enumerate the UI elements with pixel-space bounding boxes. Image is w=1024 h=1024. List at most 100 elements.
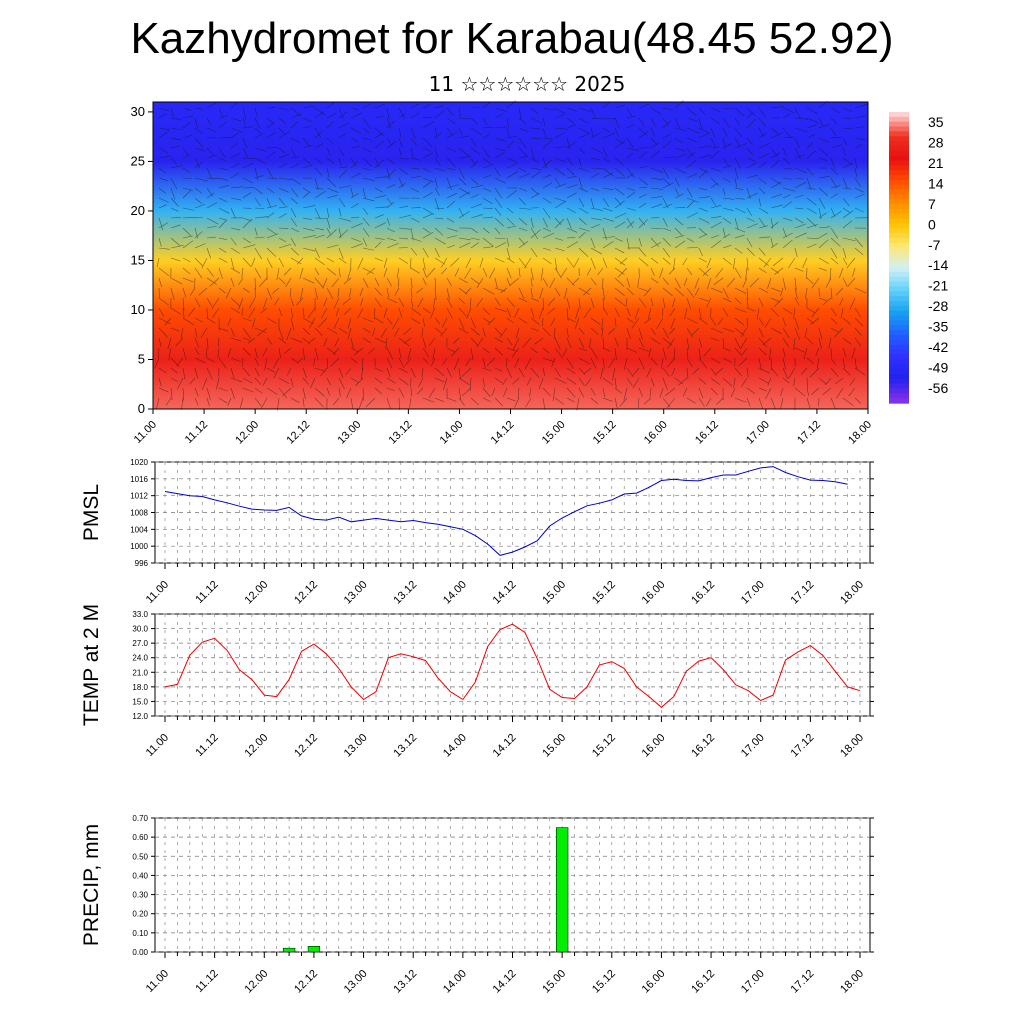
wind-barb <box>566 297 571 310</box>
wind-barb <box>354 347 364 356</box>
wind-barb <box>230 247 240 254</box>
wind-barb <box>722 377 733 387</box>
wind-barb <box>422 227 431 234</box>
wind-barb <box>794 127 808 133</box>
y-tick-label: 0.00 <box>132 948 148 957</box>
wind-barb <box>296 357 304 364</box>
wind-barb <box>206 267 214 277</box>
wind-barb <box>182 267 191 275</box>
wind-barb <box>170 327 180 332</box>
wind-barb <box>362 327 371 334</box>
wind-barb <box>686 107 697 116</box>
wind-barb <box>362 237 368 247</box>
wind-barb <box>170 216 181 219</box>
wind-barb <box>374 115 384 119</box>
wind-barb <box>442 357 448 365</box>
wind-barb <box>686 127 699 134</box>
wind-barb <box>422 317 425 327</box>
colorbar-swatch <box>889 320 909 327</box>
wind-barb <box>638 194 647 199</box>
wind-barb <box>794 247 798 258</box>
wind-barb <box>189 377 196 385</box>
wind-barb <box>194 367 199 379</box>
wind-barb <box>674 277 681 289</box>
wind-barb <box>386 167 391 180</box>
wind-barb <box>326 167 330 178</box>
wind-barb <box>357 307 364 319</box>
wind-barb <box>854 207 864 213</box>
wind-barb <box>417 297 424 308</box>
wind-barb <box>722 117 731 129</box>
wind-barb <box>734 307 747 313</box>
wind-barb <box>554 287 561 297</box>
wind-barb <box>602 167 614 177</box>
wind-barb <box>470 137 477 147</box>
wind-barb <box>194 137 204 148</box>
wind-barb <box>602 377 614 386</box>
wind-barb <box>698 307 702 319</box>
wind-barb <box>506 267 512 279</box>
wind-barb <box>458 327 469 334</box>
wind-barb <box>674 287 685 297</box>
wind-barb <box>554 217 562 225</box>
wind-barb <box>242 357 244 367</box>
wind-barb <box>434 157 441 167</box>
wind-barb <box>626 191 636 199</box>
wind-barb <box>218 247 227 253</box>
wind-barb <box>706 277 712 290</box>
wind-barb <box>410 137 417 146</box>
wind-barb <box>698 233 708 239</box>
wind-barb <box>421 327 424 338</box>
wind-barb <box>479 257 484 268</box>
wind-barb <box>290 187 299 198</box>
wind-barb <box>842 147 846 156</box>
wind-barb <box>209 277 220 287</box>
wind-barb <box>434 167 446 172</box>
wind-barb <box>446 192 458 199</box>
wind-barb <box>518 297 528 303</box>
wind-barb <box>715 367 724 375</box>
wind-barb <box>266 257 273 269</box>
wind-barb <box>443 377 448 390</box>
wind-barb <box>854 307 861 318</box>
wind-barb <box>398 347 402 358</box>
wind-barb <box>398 337 410 347</box>
wind-barb <box>746 307 756 312</box>
wind-barb <box>590 132 602 139</box>
wind-barb <box>418 377 424 387</box>
wind-barb <box>668 267 676 275</box>
wind-barb <box>614 307 620 318</box>
wind-barb <box>554 367 561 378</box>
wind-barb <box>470 147 481 155</box>
wind-barb <box>417 387 424 395</box>
colorbar-swatch <box>889 262 909 268</box>
wind-barb <box>494 397 503 407</box>
colorbar-swatch <box>889 339 909 346</box>
wind-barb <box>461 367 472 377</box>
wind-barb <box>338 169 348 179</box>
wind-barb <box>758 337 768 348</box>
wind-barb <box>422 103 432 109</box>
temp-panel: 33.030.027.024.021.018.015.012.011.00 11.… <box>80 604 874 760</box>
wind-barb <box>289 287 292 298</box>
wind-barb <box>626 137 634 148</box>
wind-barb <box>398 113 406 119</box>
wind-barb <box>296 257 304 265</box>
wind-barb <box>242 244 256 249</box>
wind-barb <box>554 146 566 149</box>
wind-barb <box>666 357 676 368</box>
wind-barb <box>398 157 409 160</box>
wind-barb <box>602 157 611 163</box>
wind-barb <box>780 397 784 410</box>
wind-barb <box>158 367 167 374</box>
colorbar-swatch <box>889 359 909 365</box>
wind-barb <box>587 267 592 276</box>
wind-barb <box>251 257 256 267</box>
wind-barb <box>422 347 430 357</box>
colorbar-swatch <box>889 267 909 273</box>
wind-barb <box>302 387 306 400</box>
wind-barb <box>314 267 320 276</box>
wind-barb <box>782 239 793 249</box>
x-tick-label: 11.12 <box>193 579 220 606</box>
